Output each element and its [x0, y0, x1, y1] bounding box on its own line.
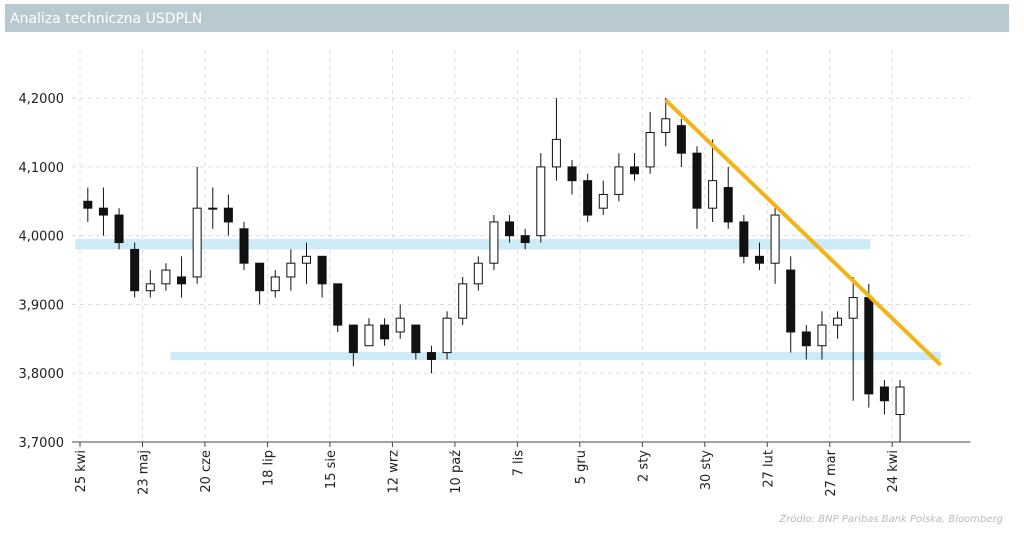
candle-body — [505, 221, 515, 237]
candle-body — [239, 228, 249, 264]
trend-line — [664, 98, 943, 367]
candle-body — [708, 180, 718, 209]
candle-body — [364, 324, 374, 347]
candle-body — [130, 248, 140, 292]
x-tick-label: 10 paź — [449, 450, 464, 494]
x-tick-label: 12 wrz — [386, 450, 401, 494]
candle-body — [598, 193, 608, 209]
x-tick-label: 27 mar — [824, 449, 839, 496]
candle-body — [208, 207, 218, 210]
candle-body — [98, 207, 108, 216]
x-tick-label: 24 kwi — [886, 450, 901, 492]
candle-body — [145, 283, 155, 292]
candle-body — [286, 262, 296, 278]
candle-body — [520, 235, 530, 244]
candle-body — [192, 207, 202, 278]
candle-body — [442, 317, 452, 354]
y-tick-label: 3,9000 — [19, 298, 65, 313]
candle-body — [895, 386, 905, 415]
candle-body — [301, 255, 311, 264]
candle-body — [833, 317, 843, 326]
candle-body — [583, 180, 593, 216]
candle-body — [786, 269, 796, 333]
candle-body — [348, 324, 358, 354]
candle-body — [723, 187, 733, 223]
candle-body — [333, 283, 343, 326]
candle-body — [770, 214, 780, 264]
x-tick-label: 18 lip — [261, 450, 276, 486]
x-tick-label: 30 sty — [699, 450, 714, 491]
candle-body — [270, 276, 280, 292]
candle-body — [817, 324, 827, 347]
x-tick-label: 7 lis — [511, 450, 526, 477]
candle-body — [317, 255, 327, 285]
candle-body — [551, 138, 561, 168]
x-tick-label: 27 lut — [761, 450, 776, 488]
candle-body — [223, 207, 233, 223]
y-tick-label: 4,2000 — [19, 92, 65, 107]
x-tick-label: 5 gru — [574, 450, 589, 484]
y-tick-label: 3,8000 — [19, 367, 65, 382]
x-tick-label: 20 cze — [199, 450, 214, 493]
candle-body — [411, 324, 421, 354]
candle-body — [395, 317, 405, 333]
candle-body — [645, 132, 655, 168]
candle-body — [458, 283, 468, 319]
candle-body — [848, 297, 858, 319]
candle-body — [630, 166, 640, 175]
candle-body — [692, 152, 702, 209]
candle-body — [161, 269, 171, 285]
x-tick-label: 15 sie — [324, 450, 339, 489]
candle-body — [567, 166, 577, 182]
y-tick-label: 4,1000 — [19, 161, 65, 176]
candle-body — [801, 331, 811, 347]
source: Źródło: BNP Paribas Bank Polska, Bloombe… — [778, 512, 1003, 525]
candle-body — [255, 262, 265, 292]
support-band — [170, 351, 941, 361]
candle-body — [177, 276, 187, 285]
x-tick-label: 25 kwi — [74, 450, 89, 492]
candle-body — [661, 118, 671, 134]
header-title: Analiza techniczna USDPLN — [10, 11, 202, 27]
x-tick-label: 23 maj — [136, 450, 151, 495]
candle-body — [380, 324, 390, 340]
candle-body — [754, 255, 764, 264]
support-band — [75, 239, 871, 250]
candle-body — [739, 221, 749, 257]
candle-body — [489, 221, 499, 264]
candle-body — [473, 262, 483, 285]
y-tick-label: 3,7000 — [19, 436, 65, 451]
header-bar — [5, 4, 1009, 32]
candle-body — [114, 214, 124, 244]
x-tick-label: 2 sty — [636, 450, 651, 482]
candle-body — [879, 386, 889, 402]
candle-body — [676, 125, 686, 154]
candle-body — [614, 166, 624, 195]
candle-body — [83, 200, 93, 209]
candle-body — [536, 166, 546, 237]
y-tick-label: 4,0000 — [19, 230, 65, 245]
candle-body — [426, 352, 436, 360]
candle-body — [864, 297, 874, 395]
